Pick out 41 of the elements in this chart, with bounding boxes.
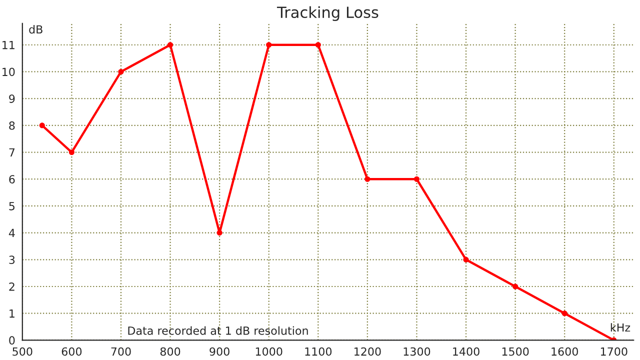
y-tick-label: 7 bbox=[9, 148, 15, 156]
y-tick-label: 4 bbox=[8, 228, 15, 238]
x-tick-label: 1400 bbox=[453, 347, 480, 356]
x-tick-label: 1700 bbox=[600, 347, 628, 356]
x-tick-label: 1200 bbox=[354, 347, 381, 356]
y-tick-label: 2 bbox=[9, 282, 14, 291]
point bbox=[118, 68, 124, 75]
point bbox=[562, 310, 568, 316]
y-tick-label: 10 bbox=[2, 68, 15, 76]
point bbox=[512, 284, 518, 290]
x-tick-label: 1100 bbox=[305, 347, 332, 356]
point bbox=[364, 176, 370, 182]
x-tick-label: 900 bbox=[210, 347, 230, 356]
chart-title: Tracking Loss bbox=[276, 6, 378, 22]
y-tick-label: 11 bbox=[2, 41, 14, 50]
x-tick-label: 600 bbox=[62, 347, 82, 356]
x-tick-label: 800 bbox=[160, 347, 180, 356]
point bbox=[68, 149, 74, 156]
x-tick-label: 1000 bbox=[256, 347, 282, 356]
point bbox=[315, 42, 321, 48]
y-tick-label: 1 bbox=[10, 309, 14, 318]
point bbox=[463, 256, 469, 262]
y-tick-label: 0 bbox=[9, 336, 15, 345]
x-tick-label: 1600 bbox=[552, 347, 578, 356]
x-tick-label: 500 bbox=[12, 347, 32, 356]
annotation: Data recorded at 1 dB resolution bbox=[128, 326, 308, 335]
x-axis-title: kHz bbox=[610, 323, 630, 332]
point bbox=[414, 176, 420, 182]
point bbox=[39, 122, 45, 128]
point bbox=[167, 42, 174, 48]
y-tick-label: 5 bbox=[9, 202, 14, 210]
y-tick-label: 6 bbox=[9, 175, 15, 184]
y-tick-label: 8 bbox=[9, 121, 15, 130]
x-tick-label: 1300 bbox=[404, 347, 430, 356]
y-tick-label: 3 bbox=[9, 256, 15, 264]
point bbox=[216, 230, 222, 236]
y-tick-label: 9 bbox=[9, 94, 15, 103]
x-tick-label: 1500 bbox=[502, 347, 529, 356]
y-axis-title: dB bbox=[29, 24, 42, 34]
x-tick-label: 700 bbox=[111, 347, 131, 356]
point bbox=[266, 42, 272, 48]
